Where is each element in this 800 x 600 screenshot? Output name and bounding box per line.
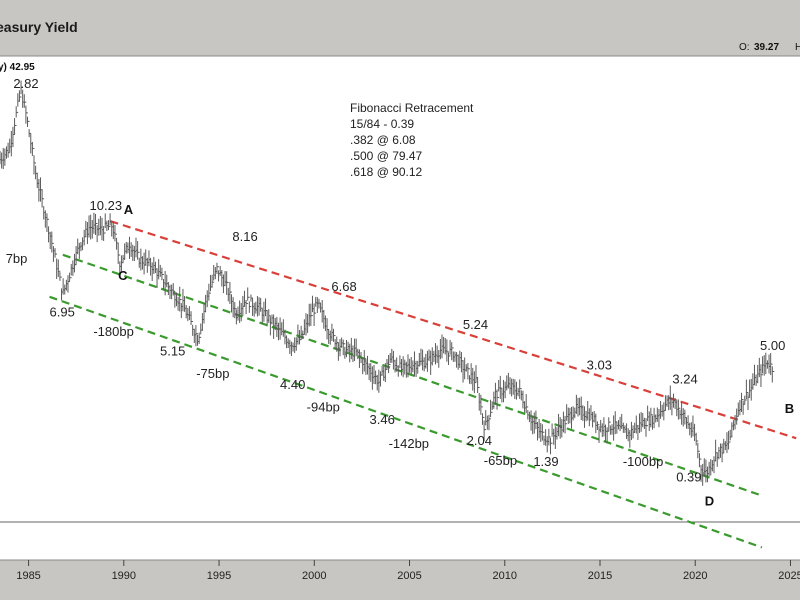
value-annotation: 0.39 [676,470,701,485]
value-annotation: 2.04 [467,433,492,448]
price-series [0,80,775,486]
high-label: H [795,42,800,53]
x-tick-label: 2025 [778,570,800,582]
plot-area [0,56,800,560]
value-annotation: 3.46 [370,412,395,427]
value-annotation: -75bp [196,366,229,381]
wave-label: C [118,268,128,283]
title-bar [0,0,800,55]
fib-line: 15/84 - 0.39 [350,117,414,131]
channel-line-upper [110,220,797,440]
wave-label: D [705,493,714,508]
fib-line: .500 @ 79.47 [350,149,423,163]
x-tick-label: 2005 [397,570,421,582]
annotations: 2.82 10.23 8.16 6.68 5.24 5.00 3.24 3.03 7bp 6.95… [6,76,794,508]
channel-line-lower [49,295,763,549]
value-annotation: 7bp [6,251,28,266]
open-label: O: [739,42,750,53]
value-annotation: 5.15 [160,344,185,359]
x-tick-label: 1990 [112,570,136,582]
open-value: 39.27 [754,42,779,53]
chart-title: easury Yield [0,19,78,35]
value-annotation: 10.23 [90,198,123,213]
x-axis-band [0,560,800,600]
fib-title: Fibonacci Retracement [350,101,474,115]
x-tick-label: 1985 [16,570,40,582]
fib-line: .618 @ 90.12 [350,165,423,179]
value-annotation: 6.95 [50,304,75,319]
value-annotation: 8.16 [232,229,257,244]
value-annotation: -65bp [484,453,517,468]
fib-legend: Fibonacci Retracement 15/84 - 0.39 .382 … [350,101,474,179]
value-annotation: 2.82 [13,76,38,91]
value-annotation: -180bp [93,324,133,339]
x-tick-label: 2000 [302,570,326,582]
value-annotation: -142bp [389,436,429,451]
value-annotation: 3.03 [587,358,612,373]
value-annotation: 5.00 [760,338,785,353]
x-tick-label: 2010 [493,570,517,582]
x-tick-label: 2020 [683,570,707,582]
x-tick-label: 2015 [588,570,612,582]
x-tick-label: 1995 [207,570,231,582]
value-annotation: 1.39 [533,454,558,469]
x-axis-ticks: 1985 1990 1995 2000 2005 2010 2015 2020 2025 [16,560,800,582]
value-annotation: 6.68 [331,279,356,294]
fib-line: .382 @ 6.08 [350,133,416,147]
value-annotation: -100bp [623,454,663,469]
value-annotation: -94bp [307,400,340,415]
series-info: y) 42.95 [0,62,35,73]
value-annotation: 5.24 [463,317,488,332]
value-annotation: 3.24 [672,372,697,387]
wave-label: A [124,202,134,217]
value-annotation: 4.40 [280,377,305,392]
wave-label: B [785,401,794,416]
